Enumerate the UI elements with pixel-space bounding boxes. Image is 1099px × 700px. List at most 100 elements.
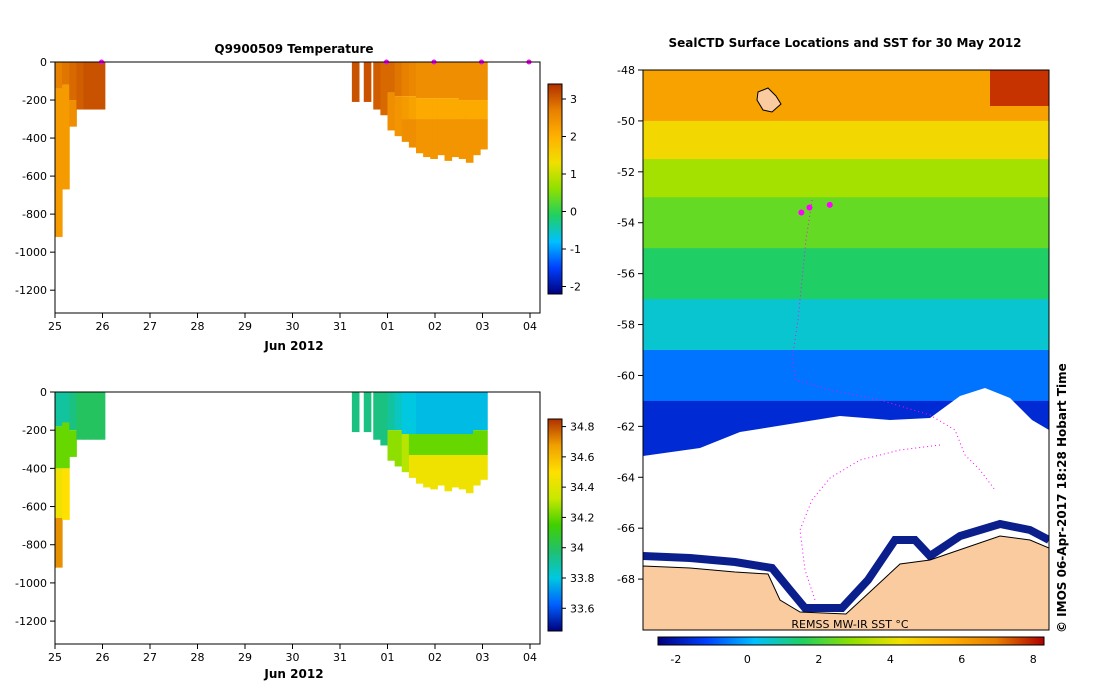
salinity-profile-cell (473, 392, 481, 431)
salinity-y-tick-label: -600 (22, 501, 47, 514)
salinity-profile-cell (83, 392, 92, 440)
salinity-x-tick-label: 27 (143, 651, 157, 664)
temperature-colorbar-label: -2 (570, 281, 581, 294)
temperature-profile-cell (423, 62, 431, 99)
warm-patch (990, 70, 1049, 106)
temperature-y-tick-label: -1000 (15, 246, 47, 259)
temperature-profile-cell (387, 62, 396, 93)
sst-map-panel: SealCTD Surface Locations and SST for 30… (617, 36, 1069, 666)
salinity-colorbar-label: 33.8 (570, 572, 595, 585)
temperature-profile-cell (451, 98, 460, 120)
salinity-profile-cell (394, 430, 403, 467)
temperature-profile-cell (430, 62, 438, 99)
sst-colorbar-ticks: -202468657075808590 (670, 653, 1036, 666)
surface-location (826, 201, 833, 208)
latitude-label: -50 (617, 115, 635, 128)
temperature-profile-cell (363, 62, 372, 102)
temperature-x-tick-label: 26 (96, 320, 110, 333)
temperature-plot-frame (54, 61, 541, 314)
temperature-profile-cell (465, 119, 474, 163)
salinity-profile-cell (451, 392, 460, 434)
temperature-profile-cell (408, 62, 417, 97)
temperature-profile-cell (444, 62, 453, 99)
salinity-profile-cell (90, 392, 99, 440)
latitude-label: -58 (617, 319, 635, 332)
salinity-profile-cell (458, 434, 467, 455)
salinity-profile-cell (430, 392, 438, 434)
temperature-profile-cell (437, 119, 445, 156)
salinity-x-tick-label: 28 (191, 651, 205, 664)
salinity-x-axis: 25 26 27 28 29 30 31 01 02 03 04 (48, 644, 537, 664)
map-title: SealCTD Surface Locations and SST for 30… (668, 36, 1021, 50)
salinity-profile-cell (480, 430, 488, 455)
latitude-label: -62 (617, 420, 635, 433)
salinity-profile-cell (473, 430, 481, 455)
salinity-profile-cell (373, 392, 381, 440)
temperature-profile-cell (373, 62, 381, 110)
salinity-profile-cell (480, 392, 488, 431)
salinity-profile-cell (55, 468, 63, 518)
temperature-profile-cell (473, 119, 481, 156)
temperature-y-tick-label: -600 (22, 170, 47, 183)
temperature-x-tick-label: 30 (286, 320, 300, 333)
temperature-profile-cell (416, 62, 424, 99)
salinity-profile-cell (473, 455, 481, 486)
temperature-profile-cell (416, 98, 424, 120)
salinity-profile-cell (423, 392, 431, 434)
salinity-profile-cell (416, 434, 424, 455)
temperature-y-axis: 0 -200 -400 -600 -800 -1000 -1200 (15, 56, 55, 297)
sst-band (643, 248, 1049, 301)
temperature-x-tick-label: 27 (143, 320, 157, 333)
temperature-profile-cell (394, 96, 403, 137)
temperature-profile-cell (76, 62, 84, 110)
temperature-title: Q9900509 Temperature (214, 42, 373, 56)
temperature-x-label: Jun 2012 (263, 339, 323, 353)
salinity-y-axis: 0 -200 -400 -600 -800 -1000 -1200 (15, 386, 55, 628)
salinity-profile-cell (451, 434, 460, 455)
temperature-profile-cell (473, 100, 481, 120)
sst-celsius-label: 0 (744, 653, 751, 666)
salinity-y-tick-label: 0 (40, 386, 47, 399)
salinity-colorbar-ticks: 34.8 34.6 34.4 34.2 34 33.8 33.6 (562, 421, 595, 615)
temperature-colorbar-ticks: 3 2 1 0 -1 -2 (562, 93, 581, 294)
salinity-profile-cell (408, 434, 417, 455)
salinity-profile-cell (401, 434, 410, 473)
sst-celsius-label: 4 (887, 653, 894, 666)
salinity-panel: 0 -200 -400 -600 -800 -1000 -1200 25 26 27 28 29 30… (15, 386, 594, 681)
temperature-profile-cell (69, 100, 77, 127)
salinity-x-tick-label: 31 (333, 651, 347, 664)
temperature-y-tick-label: 0 (40, 56, 47, 69)
salinity-colorbar (547, 418, 563, 632)
map-frame (642, 69, 1050, 631)
salinity-x-tick-label: 26 (96, 651, 110, 664)
temperature-x-tick-label: 29 (238, 320, 252, 333)
temperature-profile-cell (401, 62, 410, 97)
salinity-profile-cell (437, 392, 445, 434)
temperature-profile-cell (430, 119, 438, 159)
temperature-profile-cell (401, 96, 410, 120)
ice-edge (643, 519, 1049, 612)
latitude-label: -48 (617, 64, 635, 77)
salinity-profile-cell (97, 392, 106, 440)
temperature-y-tick-label: -200 (22, 94, 47, 107)
salinity-profile-cell (437, 434, 445, 455)
temperature-colorbar-label: 1 (570, 168, 577, 181)
salinity-colorbar-label: 34.8 (570, 421, 595, 434)
sst-celsius-label: 2 (815, 653, 822, 666)
salinity-y-tick-label: -1000 (15, 577, 47, 590)
temperature-profile-cell (458, 62, 467, 101)
temperature-profile-cell (55, 88, 63, 237)
temperature-colorbar-label: -1 (570, 243, 581, 256)
island-group (756, 87, 782, 113)
temperature-profile-cell (62, 62, 70, 85)
temperature-x-tick-label: 03 (476, 320, 490, 333)
temperature-profile-cell (423, 119, 431, 158)
temperature-profile-cell (458, 100, 467, 120)
salinity-y-tick-label: -200 (22, 424, 47, 437)
salinity-x-tick-label: 29 (238, 651, 252, 664)
temperature-colorbar (547, 83, 563, 295)
sst-band (643, 299, 1049, 351)
temperature-profile-cell (55, 62, 63, 89)
sst-band (643, 197, 1049, 250)
